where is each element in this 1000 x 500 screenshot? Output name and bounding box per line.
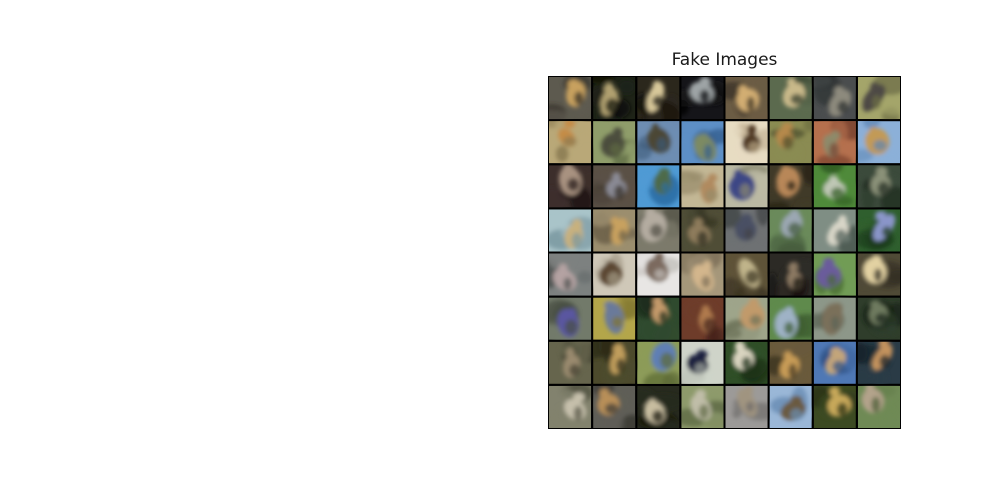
fake-image-tile: [637, 121, 680, 164]
figure-title: Fake Images: [671, 50, 778, 70]
fake-image-tile: [857, 297, 900, 340]
fake-image-tile: [681, 341, 724, 384]
fake-image-tile: [549, 209, 592, 252]
fake-image-tile: [769, 209, 812, 252]
fake-image-tile: [857, 165, 900, 208]
fake-image-tile: [637, 385, 680, 428]
fake-image-tile: [857, 385, 900, 428]
fake-image-tile: [549, 165, 592, 208]
fake-image-tile: [769, 297, 812, 340]
fake-image-tile: [549, 121, 592, 164]
fake-image-tile: [725, 341, 768, 384]
fake-image-tile: [637, 253, 680, 296]
fake-image-tile: [725, 121, 768, 164]
fake-image-tile: [725, 209, 768, 252]
fake-image-tile: [857, 121, 900, 164]
fake-image-tile: [681, 297, 724, 340]
fake-image-tile: [813, 209, 856, 252]
fake-image-tile: [681, 165, 724, 208]
fake-image-tile: [725, 253, 768, 296]
fake-image-tile: [549, 341, 592, 384]
fake-image-tile: [549, 77, 592, 120]
fake-image-tile: [813, 77, 856, 120]
fake-image-tile: [681, 121, 724, 164]
fake-image-tile: [637, 209, 680, 252]
fake-image-tile: [725, 385, 768, 428]
fake-image-tile: [593, 385, 636, 428]
fake-image-tile: [857, 341, 900, 384]
fake-image-tile: [593, 253, 636, 296]
fake-image-tile: [769, 121, 812, 164]
fake-image-tile: [769, 385, 812, 428]
fake-image-tile: [549, 253, 592, 296]
fake-image-tile: [725, 165, 768, 208]
fake-image-tile: [593, 209, 636, 252]
fake-image-tile: [813, 165, 856, 208]
fake-image-tile: [637, 77, 680, 120]
fake-image-tile: [813, 253, 856, 296]
fake-image-tile: [769, 341, 812, 384]
fake-image-tile: [681, 385, 724, 428]
fake-image-tile: [769, 165, 812, 208]
fake-image-tile: [593, 297, 636, 340]
fake-image-tile: [593, 165, 636, 208]
fake-image-tile: [769, 77, 812, 120]
fake-image-tile: [637, 297, 680, 340]
fake-image-tile: [549, 385, 592, 428]
fake-image-tile: [681, 209, 724, 252]
fake-image-tile: [637, 165, 680, 208]
fake-image-tile: [857, 77, 900, 120]
fake-image-tile: [681, 253, 724, 296]
fake-image-tile: [857, 209, 900, 252]
fake-image-tile: [813, 297, 856, 340]
fake-image-tile: [857, 253, 900, 296]
image-grid-canvas: [549, 77, 900, 428]
fake-image-tile: [637, 341, 680, 384]
fake-image-tile: [593, 77, 636, 120]
fake-image-tile: [593, 341, 636, 384]
fake-image-tile: [593, 121, 636, 164]
fake-image-tile: [769, 253, 812, 296]
fake-image-tile: [725, 297, 768, 340]
fake-image-grid: [548, 76, 901, 429]
fake-image-tile: [549, 297, 592, 340]
fake-image-tile: [813, 385, 856, 428]
fake-image-tile: [813, 121, 856, 164]
fake-image-tile: [725, 77, 768, 120]
fake-image-tile: [681, 77, 724, 120]
fake-image-tile: [813, 341, 856, 384]
